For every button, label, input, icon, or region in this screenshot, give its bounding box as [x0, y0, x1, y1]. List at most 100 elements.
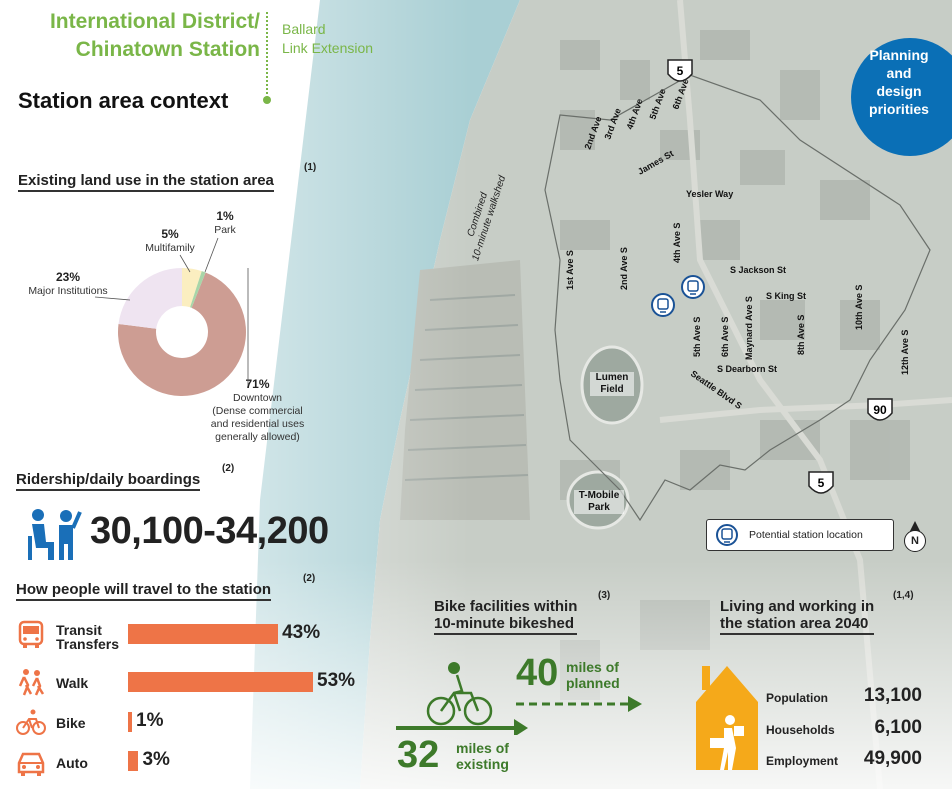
park-label: Park: [214, 224, 236, 236]
existing-label: miles of: [456, 740, 509, 756]
street-label: Yesler Way: [686, 189, 733, 199]
pie-slice-major-institutions: [118, 268, 182, 329]
street-label: 6th Ave S: [720, 317, 730, 357]
street-label: 2nd Ave S: [619, 247, 629, 290]
travel-heading: How people will travel to the station: [16, 581, 272, 601]
mode-label: Transit: [56, 622, 102, 638]
downtown-pct: 71%: [245, 377, 270, 391]
street-label: 8th Ave S: [796, 315, 806, 355]
ridership-heading: Ridership/daily boardings: [16, 471, 201, 491]
lumen-field-label-line: Field: [600, 384, 624, 395]
lumen-field-label: Lumen Field: [590, 372, 634, 396]
travel-pct-label: 53%: [317, 670, 356, 691]
travel-pct-label: 3%: [142, 749, 170, 770]
street-label: 12th Ave S: [900, 330, 910, 375]
planned-label: planned: [566, 675, 620, 691]
street-label: 5th Ave S: [692, 317, 702, 357]
downtown-note: and residential uses: [210, 418, 305, 430]
legend-label: Potential station location: [749, 529, 863, 541]
land-use-pie-chart: [118, 268, 246, 396]
badge-line-3: design: [876, 83, 922, 99]
travel-bar-walk: [128, 672, 313, 692]
pie-slice-park: [190, 271, 206, 308]
stat-label: Population: [766, 691, 828, 705]
t-mobile-park-label-line: T-Mobile: [578, 490, 620, 501]
mode-label: Auto: [56, 755, 88, 771]
badge-line-1: Planning: [869, 47, 929, 63]
highway-shield-icon: 5: [667, 59, 693, 82]
stat-value: 49,900: [863, 748, 922, 769]
existing-value: 32: [397, 734, 440, 776]
highway-shield-icon: 5: [808, 471, 834, 494]
stat-value: 13,100: [863, 685, 922, 706]
travel-pct-label: 1%: [136, 710, 164, 731]
travel-pct-label: 43%: [282, 622, 321, 643]
ridership-note: (2): [222, 463, 235, 474]
bike-icon: [16, 709, 46, 735]
land-use-heading: Existing land use in the station area: [18, 172, 274, 192]
planned-label: miles of: [566, 659, 619, 675]
badge-line-2: and: [886, 65, 912, 81]
bike-note: (3): [598, 590, 611, 601]
map-legend: Potential station location: [706, 519, 894, 551]
street-label: Maynard Ave S: [744, 296, 754, 360]
title-line-2: Chinatown Station: [75, 38, 260, 61]
t-mobile-park-label: T-Mobile Park: [574, 490, 624, 514]
walk-icon: [18, 669, 45, 696]
mode-label: Transfers: [56, 636, 120, 652]
land-use-heading-text: Existing land use in the station area: [18, 172, 274, 189]
north-arrow-pointer: [910, 521, 920, 531]
highway-number: 5: [818, 476, 825, 490]
stat-label: Employment: [766, 754, 839, 768]
street-label: 4th Ave S: [672, 223, 682, 263]
house-icon: [696, 666, 758, 770]
rider-icon: [28, 509, 82, 560]
bike-heading-line-2: 10-minute bikeshed: [434, 615, 578, 635]
stat-label: Households: [766, 723, 835, 737]
ridership-value: 30,100-34,200: [90, 510, 329, 552]
planning-priorities-badge[interactable]: Planning and design priorities: [851, 38, 952, 156]
living-note: (1,4): [893, 590, 914, 601]
institutions-label: Major Institutions: [28, 285, 108, 297]
multifamily-pct: 5%: [161, 227, 179, 241]
travel-bar-chart: 43% 53% 1% 3%: [16, 0, 376, 789]
subtitle-line-1: Ballard: [282, 21, 326, 37]
station-legend-icon: [716, 524, 738, 546]
travel-bar-transit-transfers: [128, 624, 279, 644]
bike-facilities-graphic: [396, 662, 642, 735]
car-icon: [17, 752, 45, 776]
cyclist-icon: [426, 674, 493, 726]
bike-heading-line-1: Bike facilities within: [434, 598, 578, 615]
planned-value: 40: [516, 652, 559, 694]
t-mobile-park-label-line: Park: [588, 502, 610, 513]
lumen-field-label-line: Lumen: [595, 372, 629, 383]
travel-heading-text: How people will travel to the station: [16, 581, 272, 598]
land-use-note: (1): [304, 162, 317, 173]
downtown-note: generally allowed): [215, 431, 300, 443]
mode-label: Bike: [56, 715, 86, 731]
street-label: S Dearborn St: [717, 364, 777, 374]
institutions-pct: 23%: [55, 270, 81, 284]
highway-shield-icon: 90: [867, 398, 893, 421]
existing-label: existing: [456, 756, 509, 772]
bus-icon: [18, 620, 44, 648]
title-line-1: International District/: [49, 10, 260, 33]
travel-bar-bike: [128, 712, 132, 732]
highway-number: 5: [677, 64, 684, 78]
ridership-heading-text: Ridership/daily boardings: [16, 471, 201, 488]
travel-note: (2): [303, 573, 316, 584]
page-title: Station area context: [18, 88, 229, 113]
station-icon: [651, 293, 675, 317]
station-icon: [681, 275, 705, 299]
pie-slice-multifamily: [182, 268, 202, 308]
mode-label: Walk: [56, 675, 89, 691]
walkshed-outline: [544, 74, 931, 522]
living-heading-line-1: Living and working in: [720, 598, 875, 615]
street-label: S King St: [766, 291, 806, 301]
title-divider: [266, 12, 268, 102]
downtown-label: Downtown: [232, 392, 283, 404]
downtown-note: (Dense commercial: [212, 405, 303, 417]
living-heading-line-2: the station area 2040: [720, 615, 875, 635]
badge-line-4: priorities: [869, 101, 929, 117]
street-label: 10th Ave S: [854, 285, 864, 330]
